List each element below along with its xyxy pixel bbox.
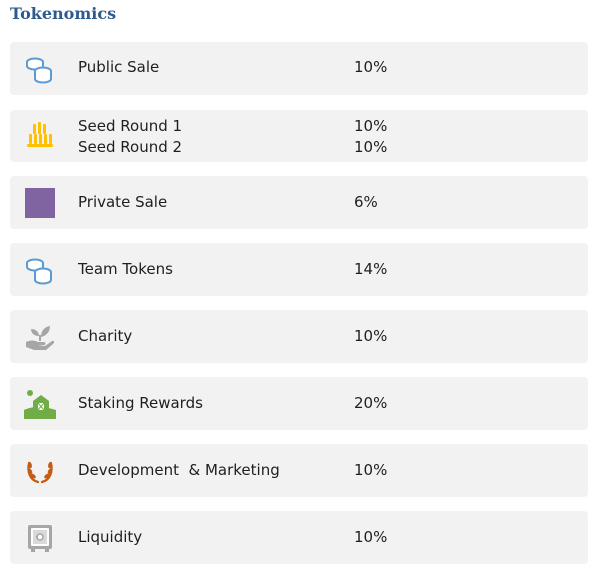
row-label: Development & Marketing [78,461,280,479]
row-label: Private Sale [78,193,168,211]
row-percent: 10% [354,117,388,135]
tokenomics-row-staking-rewards: Staking Rewards 20% [10,377,588,430]
row-label: Staking Rewards [78,394,203,412]
stacked-coins-icon [24,120,56,152]
laurel-wreath-icon [24,455,56,487]
coins-icon [24,53,56,85]
farm-icon [24,388,56,420]
row-label: Seed Round 1 [78,117,183,135]
safe-icon [24,522,56,554]
row-percent-secondary: 10% [354,138,388,156]
coins-icon [24,254,56,286]
row-percent: 6% [354,193,378,211]
row-label: Charity [78,327,133,345]
tokenomics-row-seed-rounds: Seed Round 1 Seed Round 2 10% 10% [10,110,588,162]
section-title: Tokenomics [10,4,117,23]
tokenomics-row-public-sale: Public Sale 10% [10,42,588,95]
tokenomics-row-charity: Charity 10% [10,310,588,363]
tokenomics-row-team-tokens: Team Tokens 14% [10,243,588,296]
tokenomics-row-private-sale: Private Sale 6% [10,176,588,229]
purple-square-icon [24,187,56,219]
row-percent: 10% [354,461,388,479]
row-percent: 10% [354,528,388,546]
row-label: Public Sale [78,58,160,76]
row-label: Liquidity [78,528,143,546]
row-percent: 10% [354,327,388,345]
row-label: Team Tokens [78,260,173,278]
row-percent: 14% [354,260,388,278]
row-label-secondary: Seed Round 2 [78,138,183,156]
tokenomics-row-liquidity: Liquidity 10% [10,511,588,564]
hand-plant-icon [24,321,56,353]
row-percent: 10% [354,58,388,76]
tokenomics-row-development-marketing: Development & Marketing 10% [10,444,588,497]
row-percent: 20% [354,394,388,412]
